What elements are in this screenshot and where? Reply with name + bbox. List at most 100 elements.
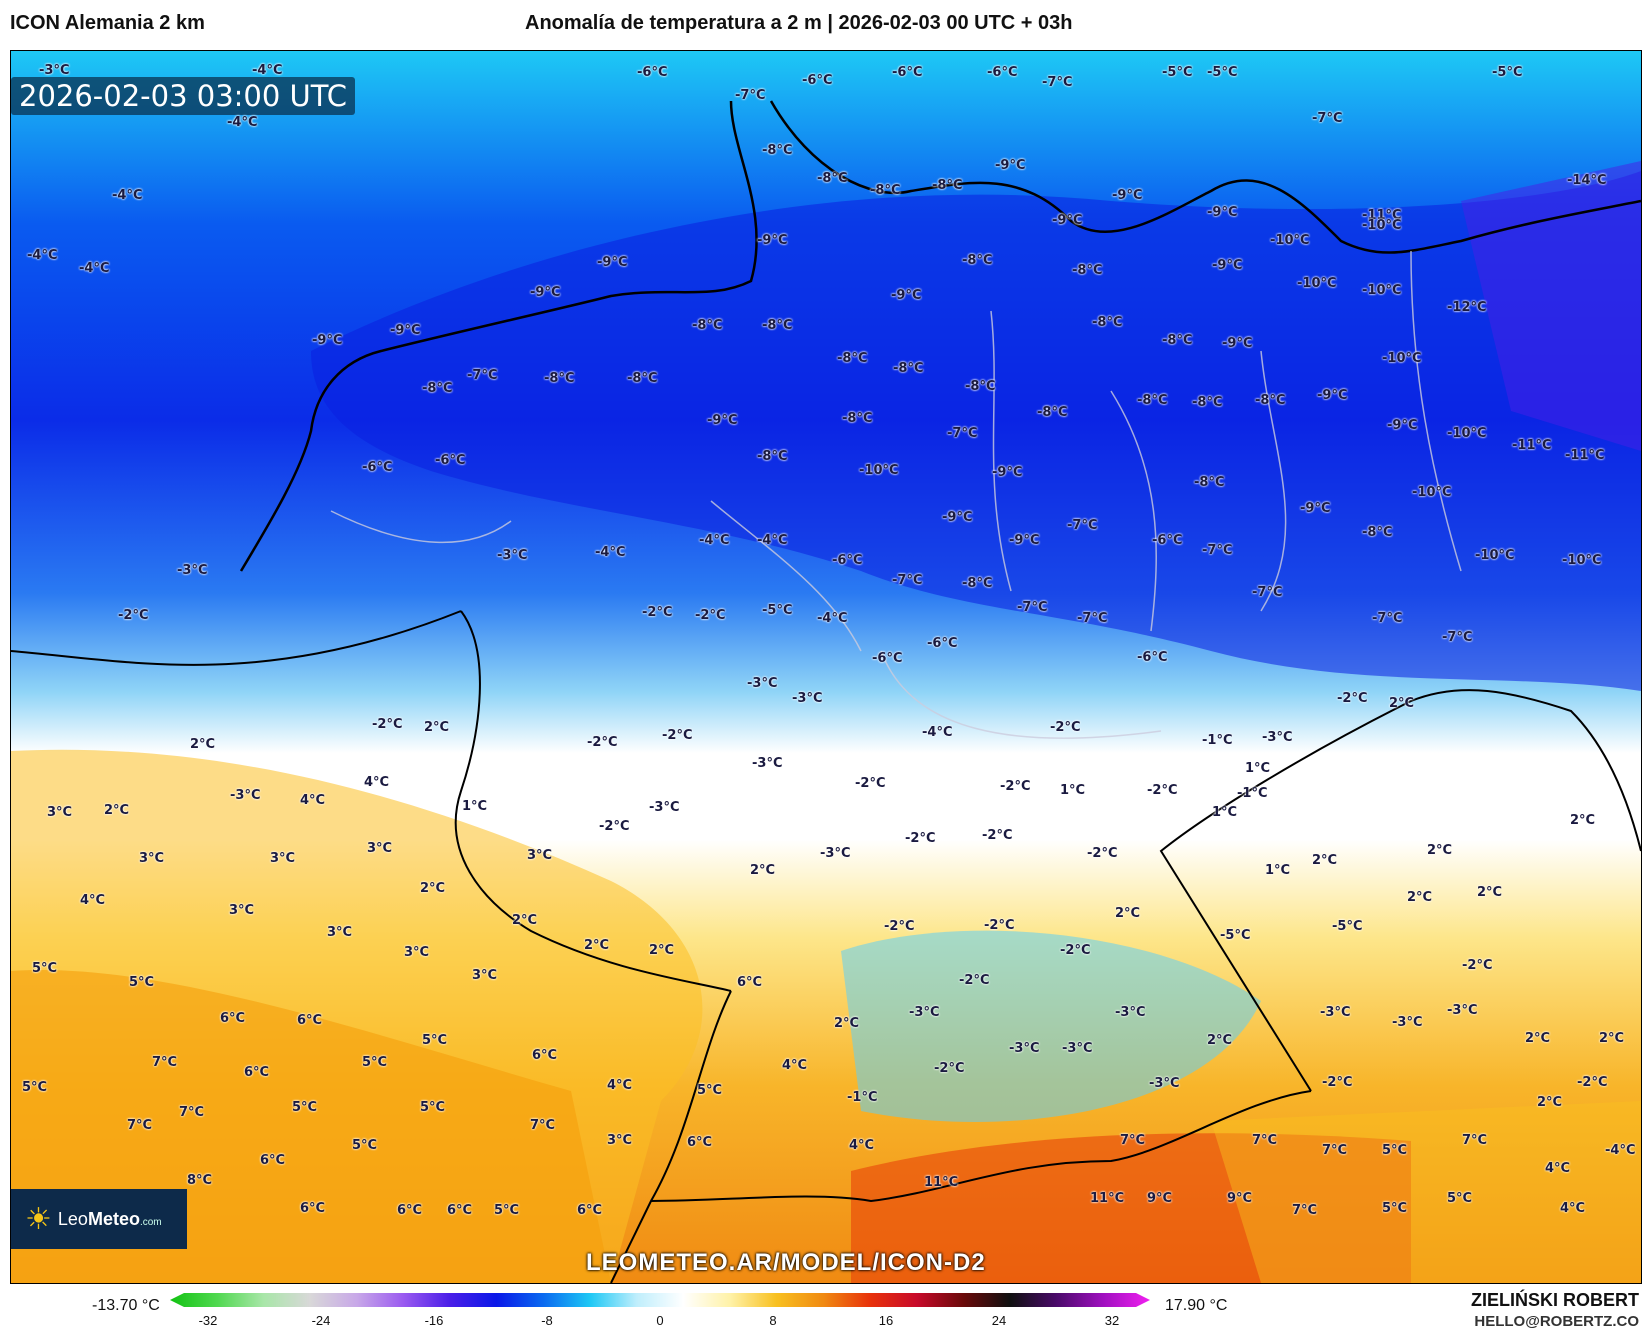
temperature-label: -2°C (1087, 846, 1118, 861)
temperature-label: 6°C (532, 1048, 558, 1063)
temperature-label: 9°C (1147, 1191, 1173, 1206)
temperature-label: -3°C (1009, 1041, 1040, 1056)
temperature-label: 7°C (127, 1118, 153, 1133)
temperature-label: 4°C (849, 1138, 875, 1153)
temperature-label: 2°C (649, 943, 675, 958)
colorbar-tick-label: 8 (769, 1313, 777, 1328)
colorbar-max-label: 17.90 °C (1165, 1297, 1228, 1314)
temperature-label: -8°C (1255, 393, 1286, 408)
cold-core-area (311, 171, 1641, 691)
temperature-label: 3°C (404, 945, 430, 960)
temperature-label: -1°C (847, 1090, 878, 1105)
temperature-label: 5°C (422, 1033, 448, 1048)
temperature-label: -6°C (892, 65, 923, 80)
temperature-label: -9°C (992, 465, 1023, 480)
temperature-label: 11°C (1090, 1191, 1125, 1206)
temperature-label: 2°C (1207, 1033, 1233, 1048)
temperature-label: -7°C (735, 88, 766, 103)
temperature-label: -3°C (1392, 1015, 1423, 1030)
temperature-label: 3°C (270, 851, 296, 866)
temperature-label: 9°C (1227, 1191, 1253, 1206)
temperature-label: 2°C (750, 863, 776, 878)
temperature-label: 2°C (1525, 1031, 1551, 1046)
temperature-label: -3°C (39, 63, 70, 78)
temperature-label: -2°C (1322, 1075, 1353, 1090)
temperature-label: -7°C (1312, 111, 1343, 126)
colorbar-area: -13.70 °C -32 -24 -16 -8 0 8 16 24 32 17.90 °C Z… (0, 1285, 1649, 1339)
temperature-label: -9°C (1317, 388, 1348, 403)
temperature-label: 5°C (292, 1100, 318, 1115)
temperature-label: -8°C (1037, 405, 1068, 420)
alps-warm-band (851, 1133, 1411, 1283)
temperature-label: -2°C (662, 728, 693, 743)
temperature-label: 3°C (607, 1133, 633, 1148)
temperature-label: 7°C (530, 1118, 556, 1133)
temperature-label: -2°C (372, 717, 403, 732)
temperature-label: -9°C (707, 413, 738, 428)
temperature-label: 3°C (47, 805, 73, 820)
header-bar: ICON Alemania 2 km Anomalía de temperatu… (0, 0, 1649, 50)
temperature-label: 6°C (297, 1013, 323, 1028)
temperature-label: -9°C (312, 333, 343, 348)
temperature-label: -7°C (1042, 75, 1073, 90)
temperature-anomaly-map[interactable]: 2026-02-03 03:00 UTC -3°C -4°C -6°C -6°C -6°… (10, 50, 1642, 1284)
temperature-label: -8°C (962, 253, 993, 268)
temperature-label: -4°C (595, 545, 626, 560)
temperature-label: -4°C (922, 725, 953, 740)
temperature-label: 2°C (104, 803, 130, 818)
temperature-label: 4°C (80, 893, 106, 908)
temperature-label: -2°C (695, 608, 726, 623)
temperature-label: -10°C (1475, 548, 1515, 563)
temperature-label: -10°C (1362, 283, 1402, 298)
temperature-label: -10°C (1562, 553, 1602, 568)
temperature-label: -9°C (995, 158, 1026, 173)
temperature-label: -10°C (1412, 485, 1452, 500)
temperature-label: -9°C (1052, 213, 1083, 228)
temperature-label: -8°C (762, 318, 793, 333)
temperature-label: -5°C (762, 603, 793, 618)
temperature-label: -4°C (1605, 1143, 1636, 1158)
temperature-label: 2°C (1570, 813, 1596, 828)
temperature-label: -2°C (1000, 779, 1031, 794)
temperature-label: 3°C (327, 925, 353, 940)
temperature-label: 5°C (494, 1203, 520, 1218)
temperature-label: 11°C (924, 1175, 959, 1190)
temperature-label: 2°C (1389, 696, 1415, 711)
temperature-label: -8°C (932, 178, 963, 193)
temperature-label: -2°C (855, 776, 886, 791)
temperature-label: -7°C (892, 573, 923, 588)
temperature-label: 3°C (229, 903, 255, 918)
temperature-label: -6°C (832, 553, 863, 568)
temperature-label: 7°C (179, 1105, 205, 1120)
temperature-label: -3°C (792, 691, 823, 706)
temperature-label: 5°C (420, 1100, 446, 1115)
temperature-label: 5°C (1382, 1201, 1408, 1216)
temperature-label: -4°C (757, 533, 788, 548)
temperature-label: -3°C (230, 788, 261, 803)
temperature-label: 4°C (364, 775, 390, 790)
temperature-label: -6°C (362, 460, 393, 475)
temperature-label: 1°C (1245, 761, 1271, 776)
temperature-label: 6°C (244, 1065, 270, 1080)
temperature-label: 6°C (397, 1203, 423, 1218)
temperature-label: 2°C (420, 881, 446, 896)
temperature-label: 7°C (1292, 1203, 1318, 1218)
temperature-label: -3°C (1149, 1076, 1180, 1091)
temperature-label: -5°C (1207, 65, 1238, 80)
temperature-label: -6°C (872, 651, 903, 666)
temperature-label: -4°C (112, 188, 143, 203)
author-email[interactable]: HELLO@ROBERTZ.CO (1474, 1313, 1639, 1330)
temperature-label: -9°C (1009, 533, 1040, 548)
temperature-label: 1°C (1212, 805, 1238, 820)
sun-icon: ☀ (25, 1202, 52, 1236)
source-watermark: LEOMETEO.AR/MODEL/ICON-D2 (586, 1249, 986, 1276)
temperature-label: -9°C (530, 285, 561, 300)
temperature-label: -8°C (422, 381, 453, 396)
temperature-label: 1°C (462, 799, 488, 814)
temperature-label: -4°C (252, 63, 283, 78)
temperature-label: -8°C (837, 351, 868, 366)
temperature-label: -9°C (1112, 188, 1143, 203)
temperature-label: -3°C (1320, 1005, 1351, 1020)
leometeo-logo[interactable]: ☀ LeoMeteo.com (11, 1189, 187, 1249)
temperature-label: -3°C (649, 800, 680, 815)
